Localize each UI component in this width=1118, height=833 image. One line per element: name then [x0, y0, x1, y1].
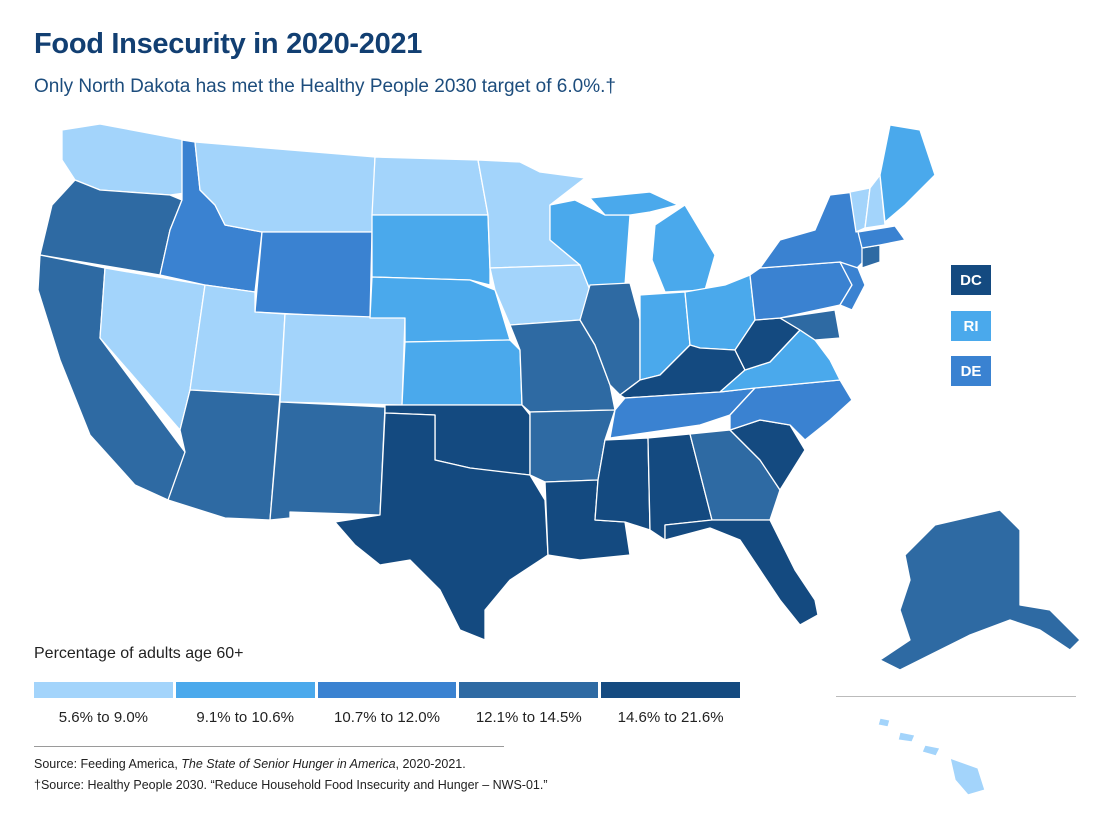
- state-WY[interactable]: [254, 231, 373, 319]
- state-box-RI-label: RI: [963, 317, 979, 335]
- source-line-2: †Source: Healthy People 2030. “Reduce Ho…: [34, 778, 548, 792]
- state-MT[interactable]: [194, 141, 376, 233]
- legend-color-bar: [34, 682, 740, 698]
- legend-label-4: 12.1% to 14.5%: [475, 709, 582, 726]
- state-MA[interactable]: [857, 225, 906, 249]
- state-TX[interactable]: [334, 412, 549, 641]
- state-box-RI[interactable]: RI: [951, 311, 991, 341]
- state-NJ[interactable]: [839, 261, 866, 311]
- legend-swatch-3: [317, 682, 457, 698]
- source-1-prefix: Source: Feeding America,: [34, 757, 182, 771]
- state-MS[interactable]: [594, 437, 651, 531]
- state-box-DC-label: DC: [960, 271, 982, 289]
- state-CO[interactable]: [279, 313, 406, 406]
- legend-label-5: 14.6% to 21.6%: [617, 709, 724, 726]
- state-AZ[interactable]: [167, 389, 281, 521]
- source-divider: [34, 746, 504, 747]
- state-box-DC[interactable]: DC: [951, 265, 991, 295]
- state-MD[interactable]: [779, 309, 841, 341]
- state-AK[interactable]: [879, 509, 1081, 671]
- state-MI-upper[interactable]: [589, 191, 679, 216]
- legend-swatch-1: [34, 682, 173, 698]
- state-HI[interactable]: [877, 717, 986, 796]
- legend-swatch-4: [459, 682, 599, 698]
- state-PA[interactable]: [749, 261, 853, 321]
- state-SD[interactable]: [371, 214, 491, 286]
- legend-swatch-2: [175, 682, 315, 698]
- state-IA[interactable]: [489, 264, 591, 326]
- state-box-DE[interactable]: DE: [951, 356, 991, 386]
- legend-title: Percentage of adults age 60+: [34, 645, 244, 662]
- alaska-divider: [836, 696, 1076, 697]
- source-1-title: The State of Senior Hunger in America: [181, 757, 396, 771]
- source-line-1: Source: Feeding America, The State of Se…: [34, 757, 466, 771]
- state-NH[interactable]: [864, 174, 886, 229]
- chart-subtitle: Only North Dakota has met the Healthy Pe…: [34, 76, 616, 97]
- chart-title: Food Insecurity in 2020-2021: [34, 28, 423, 60]
- state-ME[interactable]: [879, 124, 936, 223]
- state-MI[interactable]: [651, 204, 716, 293]
- source-1-suffix: , 2020-2021.: [395, 757, 466, 771]
- legend-labels: 5.6% to 9.0% 9.1% to 10.6% 10.7% to 12.0…: [34, 709, 740, 726]
- state-FL[interactable]: [664, 519, 819, 626]
- legend-label-1: 5.6% to 9.0%: [58, 709, 149, 726]
- state-NM[interactable]: [269, 401, 386, 521]
- state-box-DE-label: DE: [960, 362, 982, 380]
- state-KS[interactable]: [401, 339, 523, 406]
- legend-label-3: 10.7% to 12.0%: [334, 709, 440, 726]
- state-CT[interactable]: [861, 244, 881, 269]
- state-ND[interactable]: [371, 156, 489, 216]
- legend-label-2: 9.1% to 10.6%: [196, 709, 294, 726]
- state-NY[interactable]: [759, 191, 866, 271]
- legend-swatch-5: [601, 682, 740, 698]
